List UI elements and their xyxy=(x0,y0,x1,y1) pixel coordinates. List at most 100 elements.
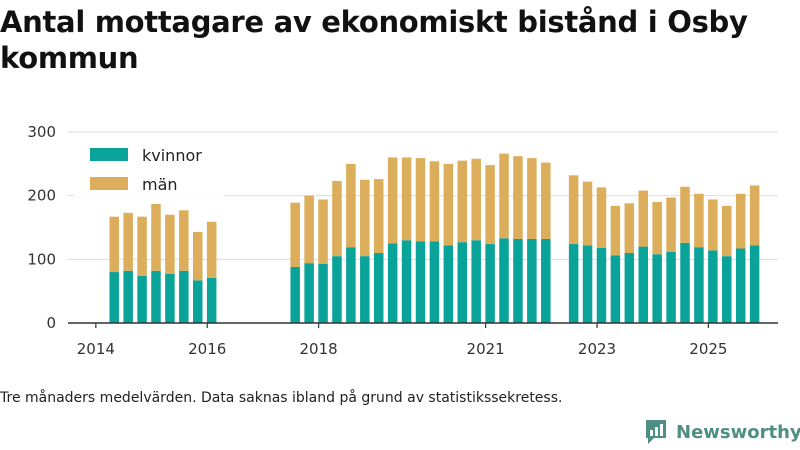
bar-kvinnor[interactable] xyxy=(290,266,300,323)
bar-kvinnor[interactable] xyxy=(346,247,356,323)
bar-kvinnor[interactable] xyxy=(596,247,607,323)
bar-kvinnor[interactable] xyxy=(304,263,314,323)
bar-kvinnor[interactable] xyxy=(499,238,509,323)
x-tick-label: 2016 xyxy=(188,340,226,358)
bar-kvinnor[interactable] xyxy=(722,256,732,323)
bar-man[interactable] xyxy=(206,221,217,278)
bar-kvinnor[interactable] xyxy=(582,245,593,323)
bar-kvinnor[interactable] xyxy=(471,240,481,323)
bar-kvinnor[interactable] xyxy=(457,242,468,323)
bar-man[interactable] xyxy=(735,193,746,249)
bar-man[interactable] xyxy=(624,203,635,253)
bar-man[interactable] xyxy=(457,160,468,243)
bar-man[interactable] xyxy=(165,214,175,274)
brand-logo[interactable]: Newsworthy xyxy=(644,418,800,446)
x-tick-label: 2023 xyxy=(578,340,616,358)
bar-man[interactable] xyxy=(304,195,314,264)
bar-kvinnor[interactable] xyxy=(680,242,690,323)
bar-man[interactable] xyxy=(708,199,718,251)
bar-man[interactable] xyxy=(582,181,593,246)
bar-man[interactable] xyxy=(485,165,495,245)
bar-kvinnor[interactable] xyxy=(527,238,537,323)
bar-man[interactable] xyxy=(694,193,704,248)
legend-swatch-kvinnor xyxy=(90,148,128,161)
bar-kvinnor[interactable] xyxy=(360,256,370,323)
bar-man[interactable] xyxy=(415,158,426,242)
bar-man[interactable] xyxy=(471,158,481,241)
bar-man[interactable] xyxy=(568,175,579,245)
bar-man[interactable] xyxy=(596,187,607,248)
newsworthy-logo-icon xyxy=(646,420,666,444)
legend-label-kvinnor[interactable]: kvinnor xyxy=(142,146,202,165)
bar-man[interactable] xyxy=(513,156,523,239)
bar-kvinnor[interactable] xyxy=(666,251,676,323)
bar-kvinnor[interactable] xyxy=(206,277,217,323)
bar-kvinnor[interactable] xyxy=(401,240,412,323)
bar-kvinnor[interactable] xyxy=(652,254,662,323)
bar-kvinnor[interactable] xyxy=(429,241,440,323)
bar-kvinnor[interactable] xyxy=(318,263,328,323)
bar-kvinnor[interactable] xyxy=(638,246,648,323)
bar-kvinnor[interactable] xyxy=(708,250,718,323)
bar-kvinnor[interactable] xyxy=(179,270,189,323)
bar-man[interactable] xyxy=(123,212,133,271)
bar-kvinnor[interactable] xyxy=(735,248,746,323)
bar-man[interactable] xyxy=(749,185,760,246)
bar-kvinnor[interactable] xyxy=(624,252,635,323)
bar-man[interactable] xyxy=(680,186,690,243)
legend[interactable]: kvinnor män xyxy=(74,140,224,196)
y-tick-label: 100 xyxy=(27,250,56,268)
bar-kvinnor[interactable] xyxy=(137,275,147,323)
bar-man[interactable] xyxy=(373,179,384,253)
bar-kvinnor[interactable] xyxy=(749,245,760,323)
bar-man[interactable] xyxy=(290,202,300,267)
legend-label-man[interactable]: män xyxy=(142,175,178,194)
bar-man[interactable] xyxy=(192,231,203,281)
bar-man[interactable] xyxy=(318,199,328,264)
bar-man[interactable] xyxy=(610,205,621,256)
bar-man[interactable] xyxy=(541,162,551,239)
bar-man[interactable] xyxy=(346,163,356,248)
bars xyxy=(109,153,760,323)
bar-man[interactable] xyxy=(360,179,370,257)
x-tick-label: 2021 xyxy=(467,340,505,358)
bar-man[interactable] xyxy=(527,158,537,239)
bar-kvinnor[interactable] xyxy=(485,244,495,323)
brand-name: Newsworthy xyxy=(676,421,800,443)
bar-man[interactable] xyxy=(137,216,147,276)
bar-man[interactable] xyxy=(429,161,440,242)
bar-man[interactable] xyxy=(151,203,161,271)
bar-kvinnor[interactable] xyxy=(568,244,579,323)
bar-kvinnor[interactable] xyxy=(694,247,704,323)
bar-kvinnor[interactable] xyxy=(541,238,551,323)
bar-kvinnor[interactable] xyxy=(415,241,426,323)
bar-man[interactable] xyxy=(638,190,648,247)
bar-man[interactable] xyxy=(722,205,732,257)
x-tick-label: 2014 xyxy=(77,340,115,358)
bar-kvinnor[interactable] xyxy=(165,273,175,323)
bar-man[interactable] xyxy=(499,153,509,239)
bar-man[interactable] xyxy=(179,210,189,271)
bar-kvinnor[interactable] xyxy=(151,270,161,323)
bar-man[interactable] xyxy=(387,157,398,244)
chart-title: Antal mottagare av ekonomiskt bistånd i … xyxy=(0,5,748,75)
bar-man[interactable] xyxy=(401,157,412,241)
bar-kvinnor[interactable] xyxy=(443,245,454,323)
bar-man[interactable] xyxy=(666,197,676,252)
bar-kvinnor[interactable] xyxy=(373,252,384,323)
bar-kvinnor[interactable] xyxy=(610,255,621,323)
y-tick-label: 200 xyxy=(27,187,56,205)
bar-man[interactable] xyxy=(109,216,119,273)
bar-kvinnor[interactable] xyxy=(513,238,523,323)
bar-kvinnor[interactable] xyxy=(387,243,398,323)
bar-kvinnor[interactable] xyxy=(109,272,119,323)
bar-kvinnor[interactable] xyxy=(332,256,342,323)
x-axis: 2014 2016 2018 2021 2023 2025 xyxy=(77,323,727,358)
bar-kvinnor[interactable] xyxy=(192,280,203,323)
bar-man[interactable] xyxy=(443,163,454,246)
x-tick-label: 2025 xyxy=(689,340,727,358)
bar-man[interactable] xyxy=(652,202,662,255)
y-axis: 0 100 200 300 xyxy=(27,123,56,332)
bar-man[interactable] xyxy=(332,181,342,257)
bar-kvinnor[interactable] xyxy=(123,270,133,323)
